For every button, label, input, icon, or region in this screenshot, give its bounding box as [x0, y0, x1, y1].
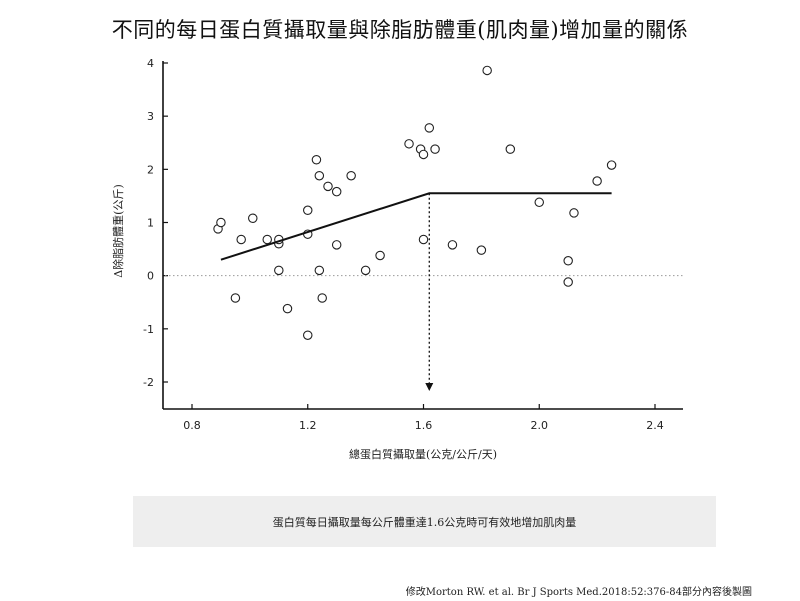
data-point	[418, 149, 429, 160]
breakpoint-arrow	[425, 193, 434, 391]
y-tick-label: -1	[143, 323, 154, 336]
x-axis-title: 總蛋白質攝取量(公克/公斤/天)	[349, 447, 497, 461]
data-point	[375, 250, 385, 261]
data-point	[216, 217, 226, 228]
fit-polyline	[220, 192, 612, 261]
breakpoint-arrowhead	[425, 383, 434, 391]
data-point	[302, 330, 313, 340]
x-tick-label: 2.4	[646, 419, 664, 432]
data-point	[447, 240, 458, 250]
fit-line	[220, 192, 612, 261]
axes	[162, 61, 683, 410]
y-tick-label: -2	[143, 376, 154, 389]
data-point	[404, 139, 414, 149]
data-point	[314, 170, 325, 181]
x-tick-label: 1.2	[299, 419, 317, 432]
chart-title: 不同的每日蛋白質攝取量與除脂肪體重(肌肉量)增加量的關係	[111, 18, 689, 42]
tick-labels: 0.8 1.2 1.6 2.0 2.4 4 3 2 1 0 -1 -2 總蛋白質攝取量(公克/公斤/天)…	[111, 57, 664, 461]
data-point	[314, 265, 325, 276]
data-point	[505, 144, 516, 154]
x-tick-label: 2.0	[531, 419, 549, 432]
data-point	[317, 293, 327, 303]
y-tick-label: 2	[147, 163, 154, 176]
data-points	[213, 65, 617, 340]
data-point	[323, 181, 333, 192]
data-point	[418, 234, 429, 245]
y-axis-title: Δ除脂肪體重(公斤)	[111, 184, 125, 278]
data-point	[302, 205, 313, 216]
data-point	[476, 245, 487, 255]
y-tick-label: 1	[147, 217, 154, 230]
data-point	[606, 160, 617, 170]
x-tick-label: 0.8	[183, 419, 201, 432]
data-point	[592, 176, 602, 186]
y-tick-label: 0	[147, 270, 154, 283]
data-point	[282, 303, 293, 314]
data-point	[236, 234, 246, 245]
data-point	[482, 65, 492, 76]
data-point	[424, 123, 435, 133]
data-point	[534, 197, 544, 208]
note-text: 蛋白質每日攝取量每公斤體重達1.6公克時可有效地增加肌肉量	[272, 515, 577, 529]
data-point	[569, 208, 579, 218]
source-citation: 修改Morton RW. et al. Br J Sports Med.2018…	[405, 587, 752, 598]
data-point	[230, 293, 241, 303]
data-point	[331, 186, 342, 197]
x-tick-label: 1.6	[415, 419, 433, 432]
data-point	[248, 213, 258, 223]
y-tick-label: 3	[147, 110, 154, 123]
data-point	[346, 170, 356, 181]
y-tick-label: 4	[147, 57, 154, 70]
data-point	[311, 155, 322, 165]
note-box: 蛋白質每日攝取量每公斤體重達1.6公克時可有效地增加肌肉量	[133, 496, 716, 547]
data-point	[262, 234, 272, 245]
data-point	[331, 240, 342, 250]
data-point	[563, 277, 573, 287]
data-point	[430, 144, 440, 154]
data-point	[360, 265, 371, 276]
data-point	[563, 256, 573, 266]
data-point	[274, 265, 284, 276]
